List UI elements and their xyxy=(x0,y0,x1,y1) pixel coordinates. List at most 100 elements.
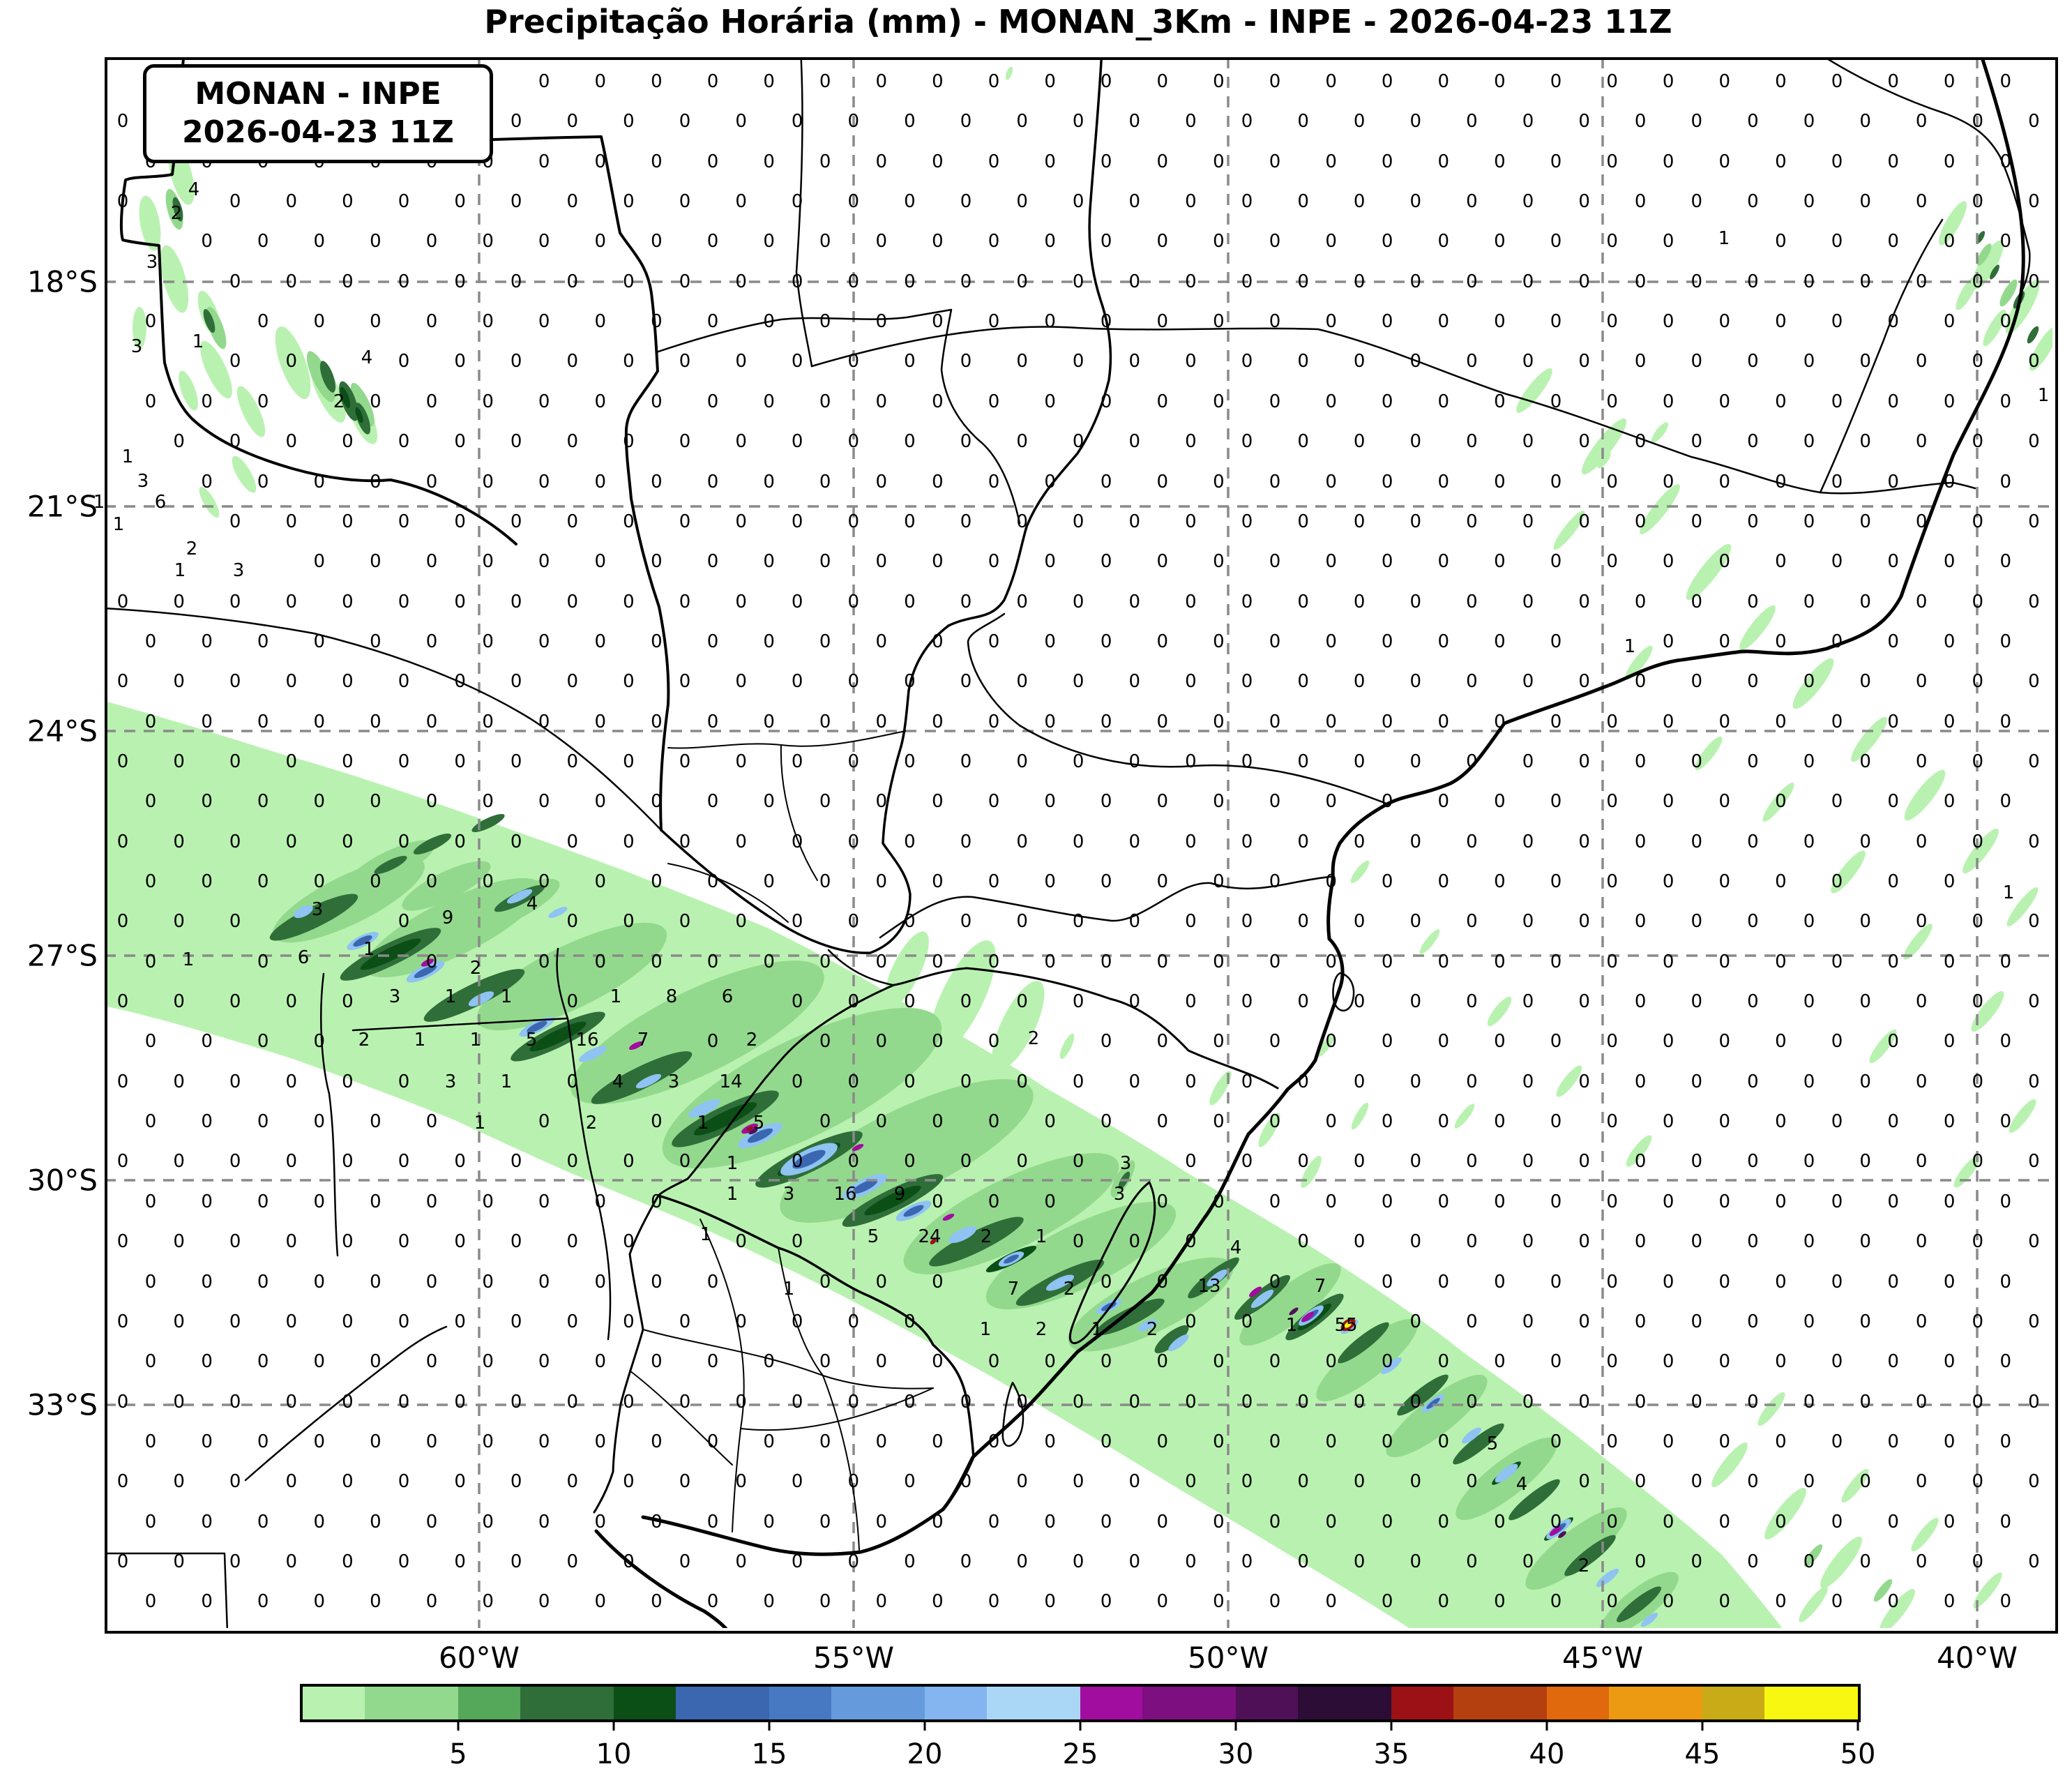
grid-value-zero: 0 xyxy=(1747,431,1759,453)
grid-value: 3 xyxy=(667,1071,680,1092)
grid-value-zero: 0 xyxy=(313,1191,326,1212)
grid-value-zero: 0 xyxy=(454,1391,466,1413)
grid-value-zero: 0 xyxy=(1156,871,1169,892)
grid-value-zero: 0 xyxy=(1578,751,1590,772)
grid-value-zero: 0 xyxy=(988,871,1000,892)
grid-value-zero: 0 xyxy=(875,1031,888,1053)
grid-value-zero: 0 xyxy=(1634,591,1647,612)
grid-value-zero: 0 xyxy=(1128,351,1141,372)
grid-value-zero: 0 xyxy=(1072,751,1084,772)
grid-value-zero: 0 xyxy=(1353,1151,1366,1173)
grid-value-zero: 0 xyxy=(313,1431,326,1452)
grid-value-zero: 0 xyxy=(1747,751,1759,772)
grid-value-zero: 0 xyxy=(425,631,438,652)
grid-value-zero: 0 xyxy=(1859,911,1871,933)
grid-value-zero: 0 xyxy=(875,1271,888,1293)
grid-value-zero: 0 xyxy=(819,791,831,813)
grid-value: 4 xyxy=(612,1071,624,1092)
grid-value-zero: 0 xyxy=(1241,351,1253,372)
border-bolivia xyxy=(119,57,517,545)
grid-value-zero: 0 xyxy=(1747,1551,1759,1572)
grid-value-zero: 0 xyxy=(763,471,775,492)
grid-value: 3 xyxy=(1113,1184,1126,1205)
grid-value-zero: 0 xyxy=(1044,471,1056,492)
grid-value-zero: 0 xyxy=(819,1031,831,1053)
grid-value-zero: 0 xyxy=(1185,1071,1197,1092)
grid-value-zero: 0 xyxy=(763,551,775,573)
grid-value-zero: 0 xyxy=(1072,1471,1084,1493)
grid-value-zero: 0 xyxy=(1072,991,1084,1013)
grid-value-zero: 0 xyxy=(623,511,635,532)
grid-value-zero: 0 xyxy=(1128,911,1141,933)
grid-value-zero: 0 xyxy=(510,1311,522,1332)
grid-value-zero: 0 xyxy=(1100,311,1112,333)
grid-value-zero: 0 xyxy=(1494,311,1506,333)
grid-value-zero: 0 xyxy=(988,791,1000,813)
grid-value-zero: 0 xyxy=(1859,351,1871,372)
grid-value-zero: 0 xyxy=(1550,311,1562,333)
grid-value-zero: 0 xyxy=(257,231,269,253)
grid-value-zero: 0 xyxy=(2028,831,2040,852)
grid-value-zero: 0 xyxy=(1297,1071,1309,1092)
grid-value-zero: 0 xyxy=(285,511,298,532)
grid-value-zero: 0 xyxy=(425,1191,438,1212)
grid-value-zero: 0 xyxy=(679,831,691,852)
grid-value-zero: 0 xyxy=(1044,871,1056,892)
grid-value: 4 xyxy=(1515,1474,1528,1495)
grid-value-zero: 0 xyxy=(1606,1351,1618,1373)
grid-value-zero: 0 xyxy=(791,1471,803,1493)
grid-value-zero: 0 xyxy=(875,1431,888,1452)
grid-value-zero: 0 xyxy=(229,431,241,453)
grid-value-zero: 0 xyxy=(932,551,944,573)
grid-value-zero: 0 xyxy=(1859,591,1871,612)
grid-value-zero: 0 xyxy=(1381,711,1393,732)
grid-value-zero: 0 xyxy=(1072,431,1084,453)
grid-value-zero: 0 xyxy=(1887,951,1899,972)
grid-value-zero: 0 xyxy=(1466,111,1478,133)
grid-value-zero: 0 xyxy=(1381,471,1393,492)
grid-value-zero: 0 xyxy=(1185,1471,1197,1493)
grid-value-zero: 0 xyxy=(1943,551,1956,573)
grid-value-zero: 0 xyxy=(1241,991,1253,1013)
grid-value-zero: 0 xyxy=(538,791,550,813)
grid-value-zero: 0 xyxy=(1185,1551,1197,1572)
lon-tick-label: 40°W xyxy=(1937,1641,2018,1675)
grid-value-zero: 0 xyxy=(904,351,916,372)
grid-value-zero: 0 xyxy=(1803,511,1815,532)
grid-value-zero: 0 xyxy=(1550,951,1562,972)
grid-value-zero: 0 xyxy=(1999,231,2012,253)
grid-value-zero: 0 xyxy=(1943,1351,1956,1373)
grid-value-zero: 0 xyxy=(1972,271,1984,292)
grid-value-zero: 0 xyxy=(1943,311,1956,333)
grid-value-zero: 0 xyxy=(735,911,747,933)
colorbar-tick-label: 25 xyxy=(1062,1738,1098,1770)
lat-tick-label: 30°S xyxy=(27,1163,98,1198)
grid-value-zero: 0 xyxy=(847,591,860,612)
grid-value-zero: 0 xyxy=(1353,111,1366,133)
grid-value-zero: 0 xyxy=(763,231,775,253)
grid-value-zero: 0 xyxy=(510,591,522,612)
grid-value-zero: 0 xyxy=(1578,671,1590,693)
grid-value-zero: 0 xyxy=(819,71,831,92)
grid-value-zero: 0 xyxy=(706,871,719,892)
grid-value-zero: 0 xyxy=(1100,1591,1112,1613)
grid-value-zero: 0 xyxy=(1775,231,1787,253)
grid-value-zero: 0 xyxy=(2028,111,2040,133)
grid-value-zero: 0 xyxy=(1522,111,1534,133)
grid-value-zero: 0 xyxy=(1156,551,1169,573)
grid-value-zero: 0 xyxy=(847,431,860,453)
grid-value-zero: 0 xyxy=(566,1391,579,1413)
grid-value-zero: 0 xyxy=(257,311,269,333)
grid-value-zero: 0 xyxy=(988,471,1000,492)
grid-value: 1 xyxy=(726,1153,739,1174)
grid-value-zero: 0 xyxy=(1718,1031,1731,1053)
grid-value-zero: 0 xyxy=(1409,991,1422,1013)
grid-value-zero: 0 xyxy=(144,871,157,892)
grid-value-zero: 0 xyxy=(1044,711,1056,732)
grid-value-zero: 0 xyxy=(1972,1071,1984,1092)
grid-value-zero: 0 xyxy=(1831,1351,1843,1373)
grid-value-zero: 0 xyxy=(791,1151,803,1173)
grid-value-zero: 0 xyxy=(116,111,129,133)
grid-value-zero: 0 xyxy=(1831,1511,1843,1532)
grid-value-zero: 0 xyxy=(454,271,466,292)
